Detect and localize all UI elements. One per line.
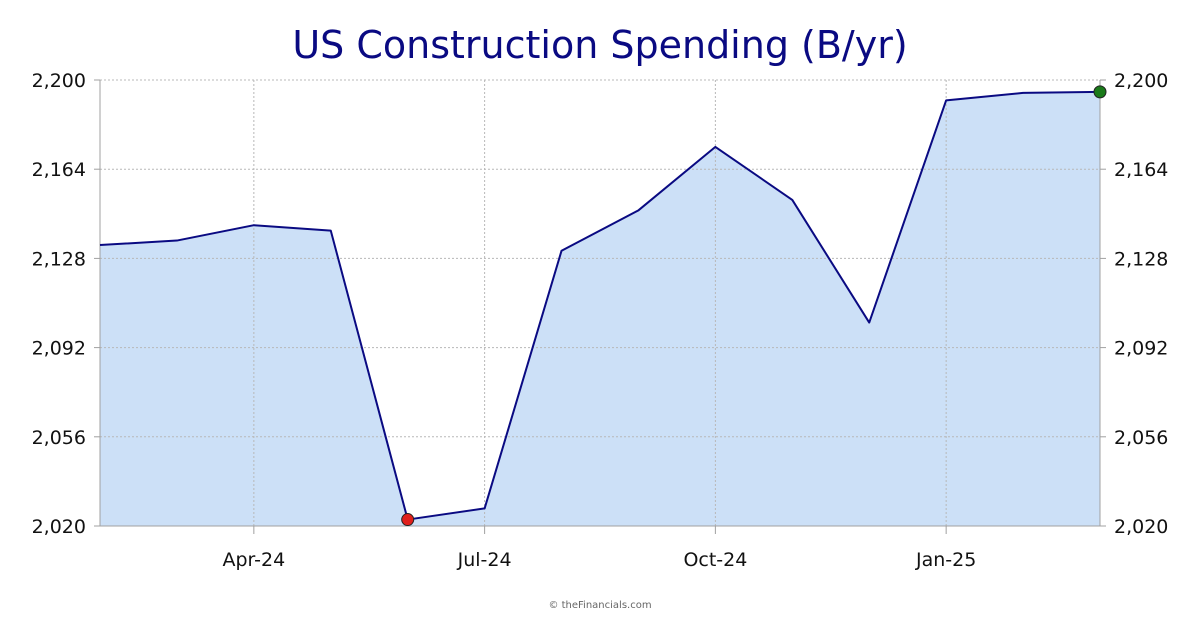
y-tick-label-right: 2,056 (1114, 427, 1168, 449)
y-tick-label-right: 2,020 (1114, 516, 1168, 538)
y-tick-label-left: 2,056 (32, 427, 86, 449)
x-tick-label: Oct-24 (683, 549, 747, 571)
x-tick-label: Jan-25 (915, 549, 976, 571)
x-tick-label: Jul-24 (457, 549, 512, 571)
plot-area: 2,020 2,020 2,056 2,056 2,092 2,092 2,128 2,128… (32, 70, 1169, 571)
x-tick-label: Apr-24 (223, 549, 286, 571)
y-tick-label-left: 2,128 (32, 248, 86, 270)
credit-text: © theFinancials.com (548, 600, 651, 611)
y-tick-label-right: 2,128 (1114, 248, 1168, 270)
y-tick-label-right: 2,200 (1114, 70, 1168, 92)
y-tick-label-left: 2,092 (32, 338, 86, 360)
y-tick-label-right: 2,092 (1114, 338, 1168, 360)
min-point-marker (401, 513, 415, 527)
y-tick-label-left: 2,164 (32, 159, 86, 181)
y-tick-label-right: 2,164 (1114, 159, 1168, 181)
max-point-marker (1093, 85, 1107, 99)
y-tick-label-left: 2,020 (32, 516, 86, 538)
y-tick-label-left: 2,200 (32, 70, 86, 92)
area-fill (100, 91, 1100, 526)
chart-title: US Construction Spending (B/yr) (292, 23, 907, 67)
series-line (99, 90, 1101, 521)
